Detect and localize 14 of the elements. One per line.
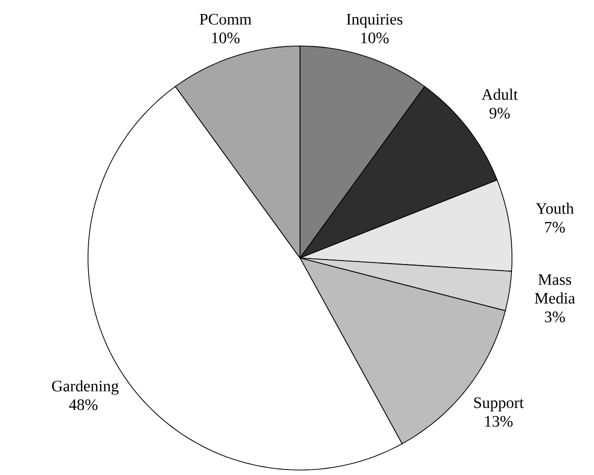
slice-label: Mass Media [534,274,576,304]
slice-label: Youth [536,202,574,214]
slice-label: Inquiries [346,14,402,28]
slice-label: Gardening [52,380,119,395]
data-label: 3% [544,311,565,322]
data-label: 9% [490,108,510,119]
data-label: 7% [545,222,565,233]
slice-label: Adult [482,88,518,100]
slice-label: Support [474,397,524,412]
slice-label: PComm [200,14,252,25]
data-label: 10% [361,32,389,44]
data-label: 13% [485,416,513,427]
data-label: 48% [69,399,98,410]
data-label: 10% [212,32,240,44]
